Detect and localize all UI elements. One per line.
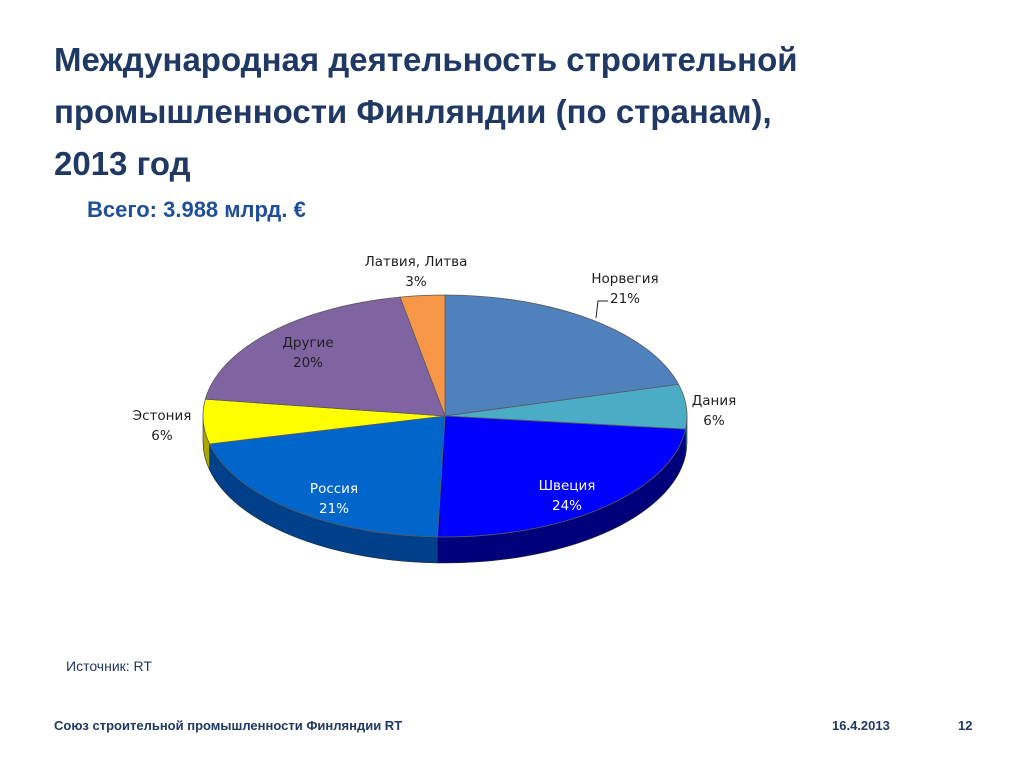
pie-labels: Норвегия 21% Дания 6% Швеция 24% Россия 21% Эсто… <box>133 254 737 517</box>
slice-1-top <box>444 294 680 417</box>
slice-7-label: Латвия, Литва <box>365 254 468 270</box>
slice-1-value-label: 21% <box>610 291 640 307</box>
slice-4-top <box>208 415 446 538</box>
slice-3-value-label: 24% <box>552 498 582 514</box>
slice-1-label: Норвегия <box>591 271 658 287</box>
footer-date: 16.4.2013 <box>832 718 890 733</box>
footer-organization: Союз строительной промышленности Финлянд… <box>54 718 403 733</box>
slice-7-top <box>399 294 446 417</box>
slide-title: Международная деятельность строительной … <box>54 34 954 190</box>
slice-2-value-label: 6% <box>703 413 725 429</box>
slide-title-line-3: 2013 год <box>54 145 191 182</box>
slice-4-label: Россия <box>310 481 358 497</box>
slice-5-value-label: 6% <box>151 428 173 444</box>
page-number: 12 <box>958 718 973 733</box>
slice-7-value-label: 3% <box>405 274 427 290</box>
slice-1-leader-line <box>595 300 608 319</box>
slice-6-top <box>204 296 446 417</box>
slide-title-line-1: Международная деятельность строительной <box>54 41 798 78</box>
slice-4-value-label: 21% <box>319 501 349 517</box>
slice-6-value-label: 20% <box>293 355 323 371</box>
source-note: Источник: RT <box>66 658 152 674</box>
slice-3-label: Швеция <box>539 478 596 494</box>
slice-3-top <box>437 415 687 538</box>
pie-chart: Норвегия 21% Дания 6% Швеция 24% Россия 21% Эсто… <box>133 254 737 564</box>
slice-2-label: Дания <box>692 393 737 409</box>
slice-6-label: Другие <box>282 335 333 351</box>
slide-title-line-2: промышленности Финляндии (по странам), <box>54 93 772 130</box>
slice-5-label: Эстония <box>133 408 192 424</box>
pie-tops <box>202 294 688 538</box>
total-amount: Всего: 3.988 млрд. € <box>87 197 306 222</box>
